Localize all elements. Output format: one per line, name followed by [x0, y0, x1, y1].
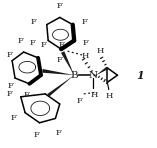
Text: F: F	[41, 41, 47, 49]
Text: N: N	[88, 71, 97, 80]
Text: F: F	[81, 18, 87, 26]
Text: B: B	[70, 71, 78, 80]
Polygon shape	[42, 69, 74, 75]
Polygon shape	[61, 51, 74, 75]
Text: F: F	[57, 2, 63, 10]
Text: F: F	[58, 41, 64, 49]
Text: H: H	[105, 92, 113, 100]
Text: F: F	[31, 18, 37, 26]
Text: F: F	[83, 39, 89, 47]
Text: F: F	[8, 82, 14, 90]
Text: F: F	[34, 131, 40, 139]
Text: F: F	[29, 39, 35, 47]
Polygon shape	[47, 75, 74, 97]
Polygon shape	[96, 67, 108, 75]
Text: H: H	[91, 91, 98, 99]
Text: F: F	[18, 37, 24, 45]
Text: F: F	[6, 51, 12, 59]
Text: F: F	[6, 90, 12, 98]
Text: F: F	[24, 91, 30, 99]
Text: 1: 1	[137, 70, 144, 81]
Text: F: F	[11, 114, 16, 122]
Text: F: F	[55, 129, 61, 137]
Text: H: H	[81, 52, 89, 60]
Text: F: F	[76, 97, 82, 105]
Text: H: H	[96, 47, 104, 55]
Text: F: F	[57, 56, 63, 64]
